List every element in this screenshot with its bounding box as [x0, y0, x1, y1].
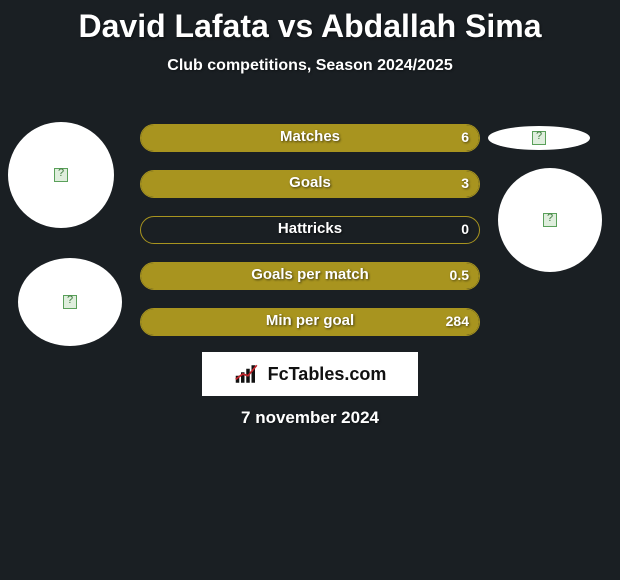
- stat-label: Hattricks: [141, 220, 479, 237]
- player1-name: David Lafata: [79, 8, 269, 44]
- stat-row: Goals3: [140, 170, 480, 198]
- avatar-right_top: [488, 126, 590, 150]
- avatar-left_bot: [18, 258, 122, 346]
- stat-label: Goals: [141, 174, 479, 191]
- placeholder-icon: [54, 168, 68, 182]
- subtitle: Club competitions, Season 2024/2025: [0, 57, 620, 75]
- player2-name: Abdallah Sima: [321, 8, 542, 44]
- stat-label: Goals per match: [141, 266, 479, 283]
- date-text: 7 november 2024: [0, 408, 620, 428]
- stat-value-right: 0: [461, 221, 469, 237]
- avatar-right_bot: [498, 168, 602, 272]
- vs-text: vs: [278, 8, 314, 44]
- brand-badge: FcTables.com: [202, 352, 418, 396]
- stat-value-right: 3: [461, 175, 469, 191]
- avatar-left_top: [8, 122, 114, 228]
- stat-row: Matches6: [140, 124, 480, 152]
- placeholder-icon: [543, 213, 557, 227]
- stat-value-right: 6: [461, 129, 469, 145]
- stat-label: Matches: [141, 128, 479, 145]
- brand-text: FcTables.com: [268, 364, 387, 385]
- page-title: David Lafata vs Abdallah Sima: [0, 0, 620, 45]
- placeholder-icon: [63, 295, 77, 309]
- stat-row: Min per goal284: [140, 308, 480, 336]
- stat-value-right: 0.5: [450, 267, 469, 283]
- stat-row: Goals per match0.5: [140, 262, 480, 290]
- stats-panel: Matches6Goals3Hattricks0Goals per match0…: [140, 124, 480, 354]
- stat-value-right: 284: [446, 313, 469, 329]
- stat-row: Hattricks0: [140, 216, 480, 244]
- placeholder-icon: [532, 131, 546, 145]
- stat-label: Min per goal: [141, 312, 479, 329]
- brand-chart-icon: [234, 363, 262, 385]
